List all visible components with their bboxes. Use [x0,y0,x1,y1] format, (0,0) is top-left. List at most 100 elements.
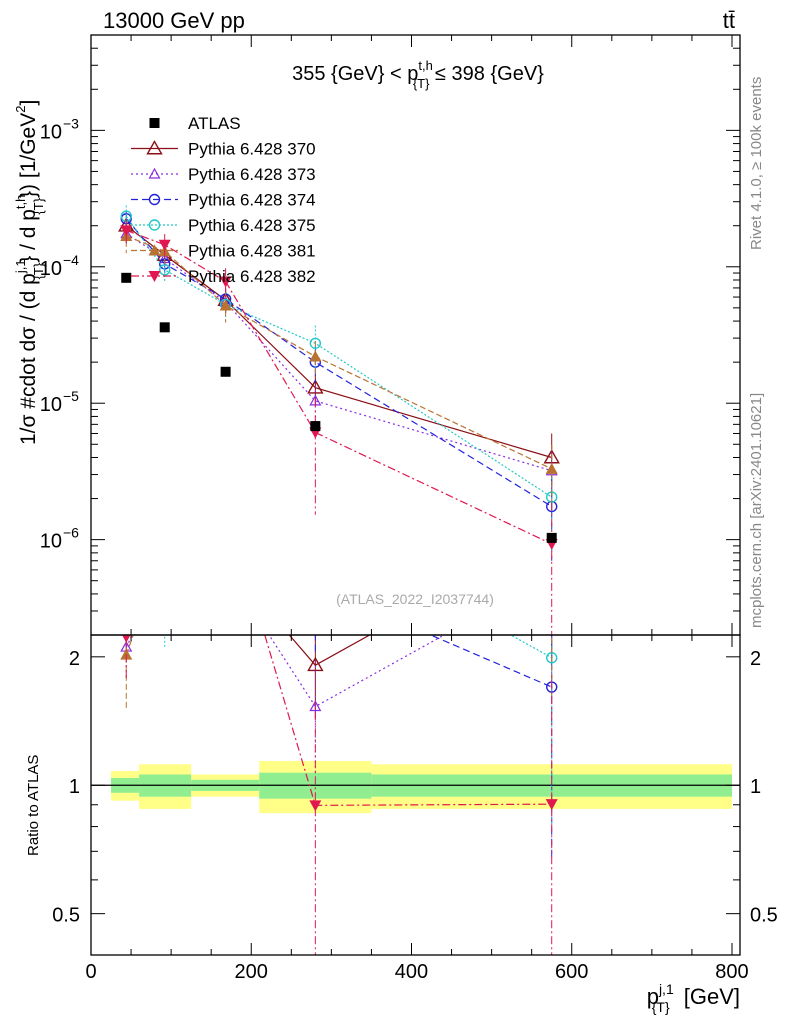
x-tick-label: 200 [235,961,268,983]
mcplots-label: mcplots.cern.ch [arXiv:2401.10621] [748,393,765,628]
y-tick-exponent: −5 [63,388,79,404]
process-label: tt̄ [723,8,735,33]
series-373-ratio-point [160,565,170,574]
series-373-ratio-point [221,563,231,572]
atlas-data-point [546,532,557,543]
legend-label: Pythia 6.428 375 [188,216,316,235]
legend-entry: ATLAS [149,114,241,133]
ratio-frame [90,634,741,956]
legend-label: Pythia 6.428 374 [188,191,316,210]
series-370-point [307,379,324,394]
series-374-main [120,210,558,561]
series-374-ratio-line [429,635,552,688]
legend-entry: Pythia 6.428 382 [131,267,316,286]
ratio-plot-content [91,498,740,955]
series-381-ratio-point [159,541,171,552]
atlas-data-point [121,272,132,283]
y-tick-label: 10 [40,121,62,143]
x-tick-label: 0 [85,961,96,983]
series-370-ratio [119,552,553,719]
x-tick-label: 400 [395,961,428,983]
series-370-ratio-point [119,615,133,627]
legend-marker [148,271,161,282]
series-382-point [158,239,171,251]
ratio-tick-label: 2 [69,648,80,670]
legend-entry: Pythia 6.428 381 [131,242,316,261]
ratio-tick-label: 0.5 [52,905,80,927]
series-382-ratio-point [309,800,322,812]
series-381-point [309,350,322,362]
series-382-point [219,276,232,288]
legend: ATLAS Pythia 6.428 370 Pythia 6.428 373 Pyt… [131,114,316,286]
x-axis-label: pj,1 {T} [GeV] [647,981,740,1015]
series-375-ratio-point [310,521,320,531]
ratio-tick-label: 1 [69,776,80,798]
legend-marker [149,118,160,128]
series-382-ratio-point [122,635,131,643]
series-382-point [120,225,133,237]
series-370-ratio-point [307,656,324,672]
legend-label: Pythia 6.428 382 [188,267,316,286]
y-tick-exponent: −4 [63,252,79,268]
y-tick-label: 10 [40,531,62,553]
series-375-ratio-point [160,600,170,610]
main-plot-content [118,205,560,635]
series-374-ratio-point [121,595,131,605]
series-375-ratio-point [221,570,231,580]
legend-entry: Pythia 6.428 375 [131,216,316,235]
series-374-ratio-point [160,582,170,592]
legend-label: Pythia 6.428 381 [188,242,316,261]
legend-marker [146,140,163,155]
series-370-ratio-point [219,554,233,566]
rivet-label: Rivet 4.1.0, ≥ 100k events [748,77,765,250]
main-panel: 10−610−510−410−3 355 {GeV} < pt,h {T} ≤ 3… [40,34,741,636]
ratio-axes: 0 200 400 600 800 0.5 0.5 1 1 2 2 [52,635,778,983]
series-382-ratio-point [220,498,232,509]
ratio-tick-label-right: 1 [750,776,761,798]
series-375-ratio-point [121,587,131,597]
y-tick-exponent: −6 [63,525,79,541]
y-axis-label: 1/σ #cdot dσ / (d pj,1 {T}} / d pt,h {T}})… [13,100,46,445]
series-381-point [545,462,558,474]
energy-label: 13000 GeV pp [103,8,245,33]
legend-marker [148,219,161,231]
atlas-data-point [310,421,321,432]
series-382-ratio-point [545,799,558,811]
legend-label: Pythia 6.428 370 [188,140,316,159]
x-tick-label: 600 [555,961,588,983]
ratio-tick-label-right: 2 [750,648,761,670]
series-374-ratio-point [310,580,320,590]
y-tick-exponent: −3 [63,115,79,131]
series-382-ratio-point [159,522,171,533]
series-382-ratio [122,498,558,955]
series-373-ratio-point [309,700,322,712]
series-373-main [120,225,558,512]
main-axes: 10−610−510−410−3 [40,34,740,636]
legend-entry: Pythia 6.428 370 [131,140,316,159]
x-tick-label: 800 [715,961,748,983]
series-373-ratio-line [125,635,446,708]
series-375-point [309,337,322,349]
series-374-line [125,218,553,507]
series-381-point [219,299,232,311]
series-381-main [120,222,558,510]
legend-label: Pythia 6.428 373 [188,165,316,184]
atlas-data-point [220,366,231,377]
series-370-ratio-point [158,552,172,564]
series-374-ratio-point [221,553,231,563]
series-382-ratio-line [125,635,552,806]
y-tick-label: 10 [40,258,62,280]
atlas-data [121,272,557,543]
legend-marker [148,167,161,179]
series-381-ratio-point [220,572,232,583]
series-375-point [159,264,171,276]
ratio-panel: 0 200 400 600 800 0.5 0.5 1 1 2 2 [52,498,778,983]
series-381-ratio-point [309,562,321,573]
legend-entry: Pythia 6.428 374 [131,191,316,210]
y-tick-label: 10 [40,394,62,416]
legend-marker [148,193,161,206]
analysis-watermark: (ATLAS_2022_I2037744) [336,591,494,607]
legend-marker [148,244,161,256]
ratio-tick-label-right: 0.5 [750,905,778,927]
